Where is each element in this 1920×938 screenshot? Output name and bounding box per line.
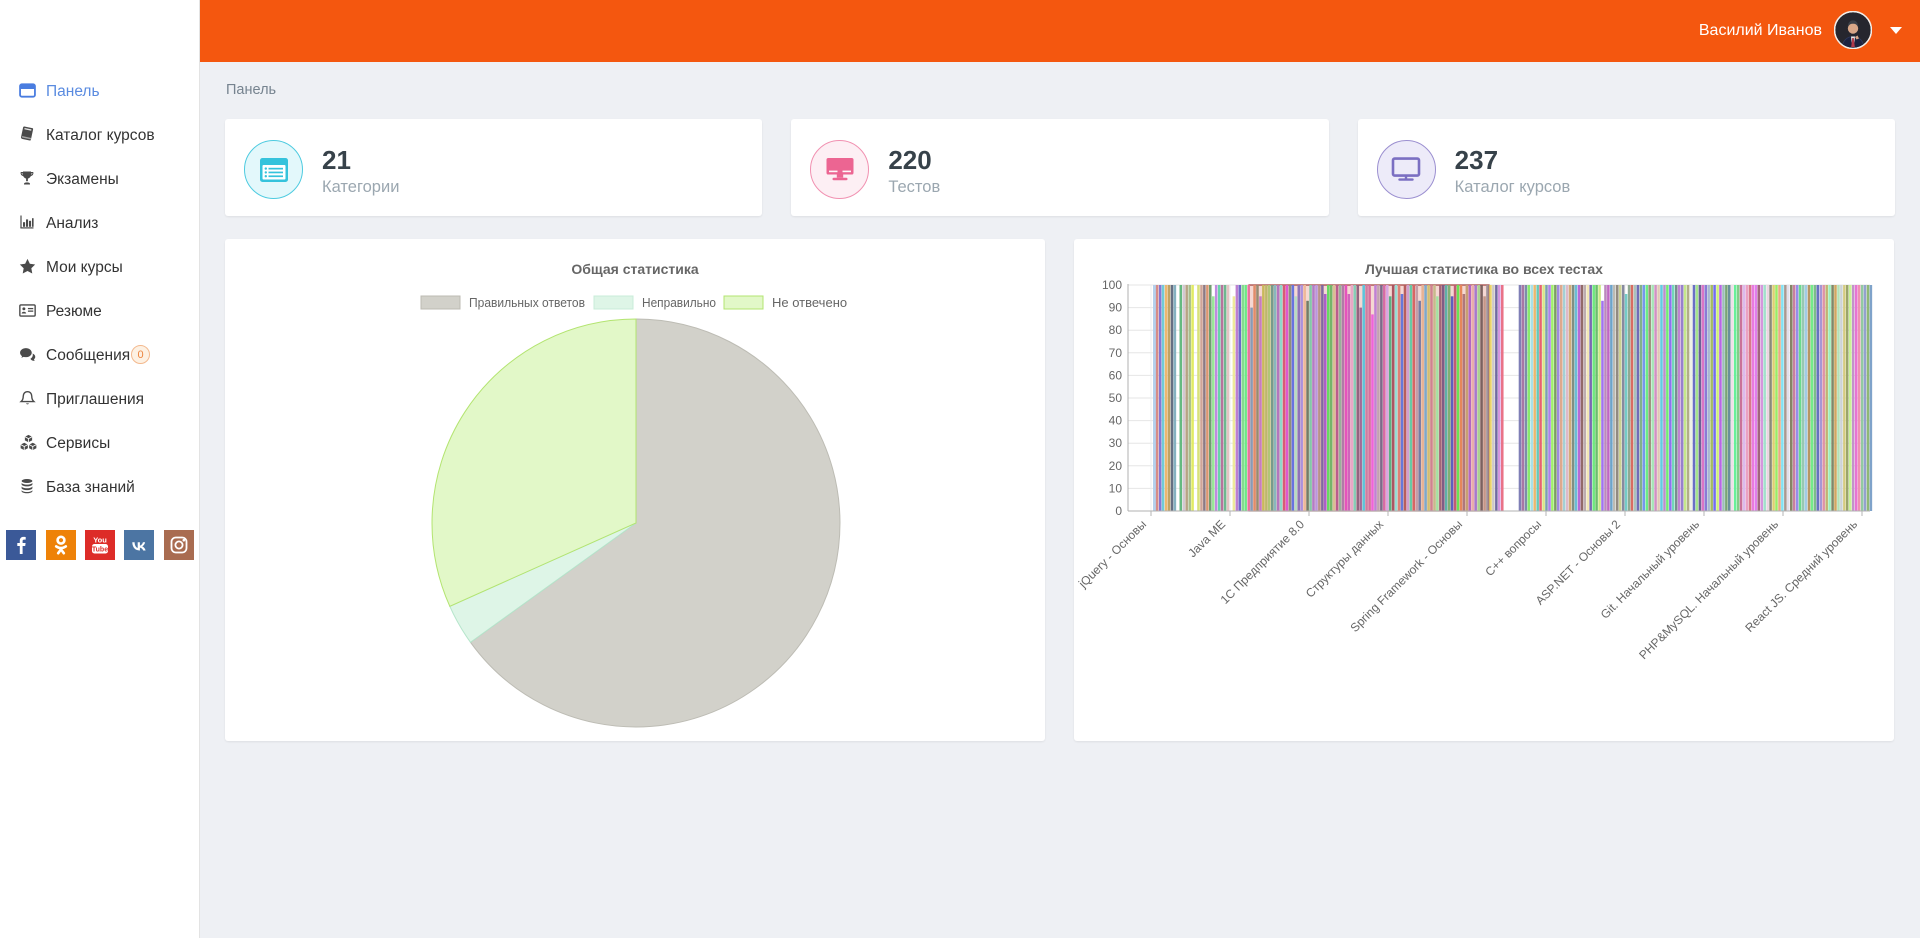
svg-text:0: 0 bbox=[1115, 504, 1122, 518]
svg-text:10: 10 bbox=[1109, 481, 1123, 495]
svg-text:100: 100 bbox=[1102, 278, 1122, 292]
svg-text:You: You bbox=[93, 536, 107, 545]
svg-text:40: 40 bbox=[1109, 414, 1123, 428]
svg-text:60: 60 bbox=[1109, 368, 1123, 382]
svg-text:Общая статистика: Общая статистика bbox=[571, 261, 699, 277]
svg-text:ASP.NET - Основы 2: ASP.NET - Основы 2 bbox=[1533, 517, 1624, 608]
svg-text:Неправильно: Неправильно bbox=[642, 295, 716, 310]
svg-text:Не отвечено: Не отвечено bbox=[772, 295, 847, 310]
svg-text:80: 80 bbox=[1109, 323, 1123, 337]
svg-text:Структуры данных: Структуры данных bbox=[1303, 517, 1386, 600]
svg-text:1С Предприятие 8.0: 1С Предприятие 8.0 bbox=[1218, 517, 1308, 607]
svg-text:Лучшая статистика во всех тест: Лучшая статистика во всех тестах bbox=[1365, 261, 1603, 277]
svg-text:Tube: Tube bbox=[92, 547, 108, 554]
svg-text:70: 70 bbox=[1109, 346, 1123, 360]
svg-text:90: 90 bbox=[1109, 301, 1123, 315]
svg-text:20: 20 bbox=[1109, 459, 1123, 473]
svg-text:30: 30 bbox=[1109, 436, 1123, 450]
svg-text:Java ME: Java ME bbox=[1185, 517, 1228, 560]
svg-text:C++ вопросы: C++ вопросы bbox=[1482, 517, 1544, 579]
svg-text:jQuery - Основы: jQuery - Основы bbox=[1075, 517, 1149, 591]
svg-text:50: 50 bbox=[1109, 391, 1123, 405]
svg-text:PHP&MySQL. Начальный уровень: PHP&MySQL. Начальный уровень bbox=[1636, 517, 1781, 662]
svg-text:Правильных ответов: Правильных ответов bbox=[469, 295, 585, 310]
